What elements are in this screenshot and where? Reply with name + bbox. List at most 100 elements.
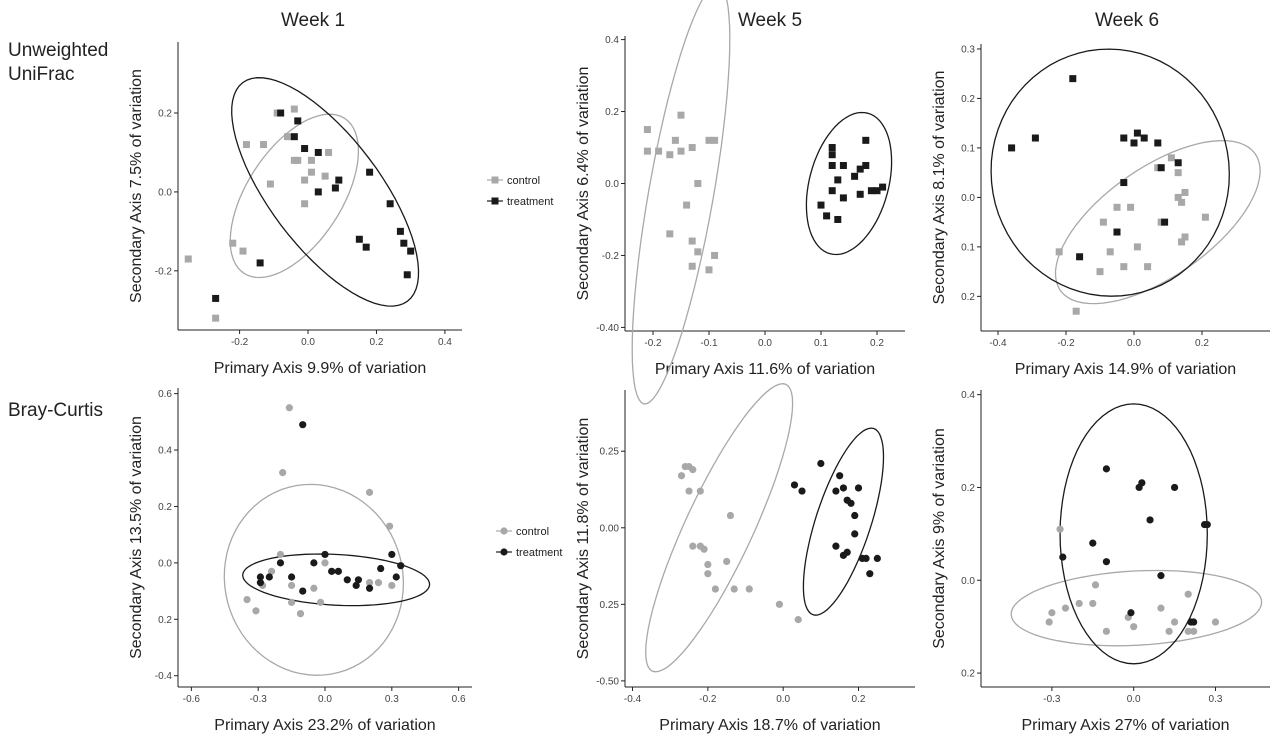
row-label-unweighted: Unweighted [8, 40, 108, 61]
treatment-point [1161, 218, 1169, 226]
control-point [655, 147, 663, 155]
y-tick-label: 0.4 [961, 390, 975, 401]
treatment-point [277, 109, 285, 117]
x-tick-label: 0.1 [814, 338, 828, 349]
legend-control-marker [500, 527, 508, 535]
x-tick-label: 0.2 [1195, 338, 1209, 349]
control-point [1127, 203, 1135, 211]
treatment-point [321, 550, 329, 559]
treatment-point [839, 551, 848, 559]
y-tick-label: 0.0 [605, 179, 619, 190]
treatment-point [873, 187, 881, 195]
control-ellipse [645, 383, 794, 673]
control-point [1056, 525, 1064, 533]
legend-control-label: control [507, 175, 540, 187]
y-tick-label: 0.00 [600, 523, 620, 534]
control-point [711, 585, 719, 593]
legend-control-label: control [516, 526, 549, 538]
treatment-point [834, 176, 842, 184]
control-point [287, 598, 296, 606]
treatment-point [879, 183, 887, 191]
control-point [689, 542, 697, 550]
control-point [365, 488, 374, 496]
control-point [184, 255, 192, 263]
y-tick-label: 0.0 [961, 193, 975, 204]
x-axis-label: Primary Axis 27% of variation [1021, 717, 1229, 734]
x-tick-label: -0.6 [183, 694, 201, 705]
control-point [666, 151, 674, 159]
control-point [688, 262, 696, 270]
control-point [1201, 213, 1209, 221]
control-point [1167, 154, 1175, 162]
treatment-point [798, 487, 806, 495]
y-tick-label: 0.2 [961, 483, 975, 494]
control-point [1102, 627, 1111, 635]
control-point [1096, 268, 1104, 276]
control-point [290, 105, 298, 113]
treatment-point [212, 294, 220, 302]
treatment-point [832, 542, 840, 550]
control-point [643, 126, 651, 134]
control-point [283, 133, 291, 141]
x-tick-label: -0.2 [644, 338, 662, 349]
y-tick-label: 0.3 [961, 44, 975, 55]
legend-unifrac: control treatment [487, 175, 553, 208]
x-tick-label: 0.0 [301, 337, 315, 348]
control-point [1113, 203, 1121, 211]
control-point [321, 172, 329, 180]
x-tick-label: -0.2 [231, 337, 249, 348]
treatment-point [331, 184, 339, 192]
y-tick-label: 0.2 [961, 94, 975, 105]
x-tick-label: 0.0 [758, 338, 772, 349]
treatment-point [403, 271, 411, 279]
treatment-point [1120, 134, 1128, 142]
control-point [307, 168, 315, 176]
treatment-point [328, 567, 336, 575]
control-point [705, 136, 713, 144]
treatment-point [1113, 228, 1121, 236]
treatment-point [334, 567, 342, 575]
treatment-point [828, 187, 836, 195]
y-axis-label: Secondary Axis 9% of variation [931, 428, 948, 649]
treatment-point [294, 117, 302, 125]
x-axis-label: Primary Axis 18.7% of variation [659, 717, 880, 734]
control-point [325, 148, 333, 156]
control-point [287, 581, 296, 590]
control-point [1120, 263, 1128, 271]
y-tick-label: 0.2 [961, 669, 975, 680]
treatment-point [407, 247, 415, 255]
control-point [1144, 263, 1152, 271]
y-tick-label: 0.2 [158, 502, 172, 513]
y-axis-label: Secondary Axis 13.5% of variation [128, 416, 145, 659]
treatment-point [1127, 609, 1135, 617]
x-axis-label: Primary Axis 14.9% of variation [1015, 361, 1236, 378]
control-point [1089, 599, 1097, 608]
treatment-point [1031, 134, 1039, 142]
treatment-point [828, 151, 836, 159]
treatment-point [299, 421, 307, 429]
treatment-point [310, 559, 318, 567]
treatment-point [866, 570, 874, 578]
y-tick-label: 0.2 [605, 107, 619, 118]
treatment-point [1089, 539, 1097, 547]
control-point [285, 404, 293, 412]
control-point [1091, 581, 1100, 589]
treatment-point [1130, 139, 1138, 147]
control-point [694, 248, 702, 256]
control-ellipse [1010, 569, 1263, 647]
control-ellipse [631, 0, 731, 405]
treatment-point [790, 481, 799, 489]
treatment-point [256, 259, 264, 267]
y-axis-label: Secondary Axis 11.8% of variation [575, 418, 592, 660]
x-axis-label: Primary Axis 11.6% of variation [655, 361, 875, 378]
column-title-week6: Week 6 [1095, 10, 1159, 31]
control-point [1211, 618, 1220, 626]
control-point [1045, 618, 1053, 626]
y-tick-label: 0.1 [961, 143, 975, 154]
treatment-point [856, 190, 864, 198]
control-point [1133, 243, 1141, 251]
legend-bray-curtis: control treatment [496, 526, 562, 559]
y-axis-label: Secondary Axis 8.1% of variation [931, 71, 948, 305]
x-tick-label: 0.3 [385, 694, 399, 705]
control-point [365, 579, 374, 587]
